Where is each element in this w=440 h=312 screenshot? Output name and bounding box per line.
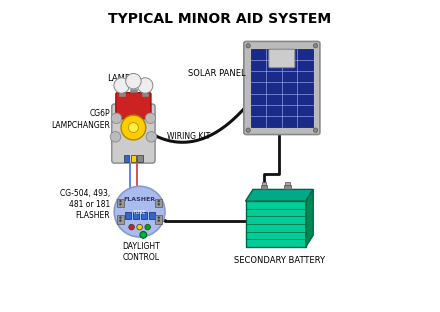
Bar [149,212,155,219]
Bar [260,185,268,189]
Circle shape [146,132,157,142]
Circle shape [111,113,122,124]
Text: CG6P
LAMPCHANGER: CG6P LAMPCHANGER [51,110,110,129]
Text: FLASHER: FLASHER [124,197,156,202]
Circle shape [110,132,121,142]
FancyBboxPatch shape [116,93,151,119]
Bar [117,199,124,207]
Text: TYPICAL MINOR AID SYSTEM: TYPICAL MINOR AID SYSTEM [108,12,332,26]
Circle shape [246,128,250,132]
Text: SOLAR PANEL: SOLAR PANEL [188,69,246,78]
Bar [131,155,136,162]
Circle shape [121,115,146,140]
Text: FUSE: FUSE [133,210,146,215]
Text: SECONDARY BATTERY: SECONDARY BATTERY [234,256,325,265]
Bar [125,212,131,219]
Bar [137,155,143,162]
Circle shape [158,216,160,219]
Circle shape [158,219,160,222]
Circle shape [119,200,122,202]
Bar [133,212,139,219]
FancyBboxPatch shape [269,49,295,68]
Circle shape [114,186,165,237]
Bar [124,155,129,162]
Bar [117,215,124,224]
Circle shape [137,78,153,93]
Text: WIRING KIT: WIRING KIT [167,132,210,141]
Circle shape [246,44,250,48]
Circle shape [128,123,138,133]
Circle shape [140,232,147,238]
Bar [285,182,290,185]
Text: LAMPS: LAMPS [107,74,136,83]
Circle shape [313,44,318,48]
Circle shape [158,200,160,202]
Circle shape [145,224,150,230]
Polygon shape [306,189,313,247]
Circle shape [313,128,318,132]
Circle shape [114,78,129,93]
Circle shape [129,224,134,230]
Bar [246,201,306,247]
FancyBboxPatch shape [244,41,320,134]
Circle shape [126,73,141,89]
Text: CG-504, 493,
481 or 181
FLASHER: CG-504, 493, 481 or 181 FLASHER [60,189,110,221]
Circle shape [119,216,122,219]
Circle shape [158,203,160,206]
Circle shape [137,224,143,230]
Circle shape [119,219,122,222]
Bar [130,89,136,92]
Bar [251,49,313,127]
Circle shape [119,203,122,206]
Bar [118,93,125,96]
Bar [262,182,266,185]
Bar [155,215,162,224]
Circle shape [145,113,156,124]
Bar [155,199,162,207]
Bar [141,212,147,219]
Bar [142,93,148,96]
Bar [284,185,291,189]
Text: DAYLIGHT
CONTROL: DAYLIGHT CONTROL [123,242,160,262]
FancyBboxPatch shape [112,104,155,163]
Polygon shape [246,189,313,201]
